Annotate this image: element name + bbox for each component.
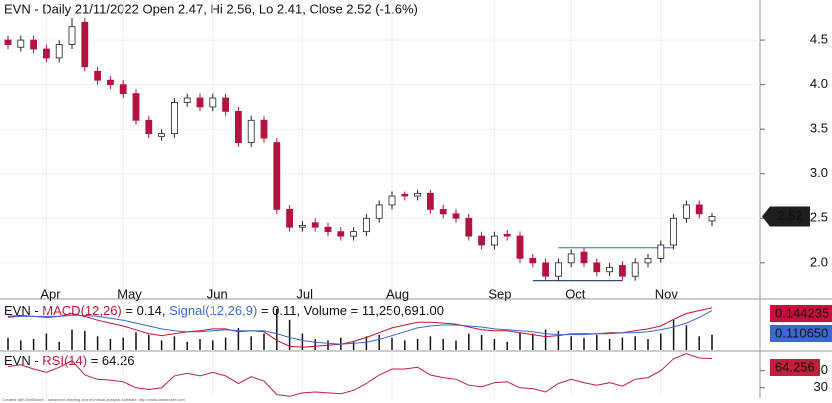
candle-body: [388, 195, 396, 206]
candle-body: [452, 213, 460, 219]
candle-body: [132, 93, 140, 121]
candle-body: [145, 119, 153, 135]
y-tick-label: 30: [814, 379, 828, 394]
y-tick-label: 2.0: [810, 254, 828, 269]
x-tick-label: Oct: [565, 286, 586, 301]
candle-body: [542, 262, 549, 277]
candle-body: [247, 119, 255, 143]
x-tick-label: Jun: [207, 286, 228, 301]
candle-body: [631, 262, 639, 277]
candle-body: [273, 142, 281, 210]
candle-body: [478, 235, 486, 246]
candle-body: [490, 235, 498, 246]
candle-body: [683, 204, 690, 219]
header-text: = 0.11, Volume = 11,250,691.00: [257, 303, 444, 318]
candle-body: [465, 217, 473, 237]
candle-body: [68, 26, 76, 45]
candle-body: [567, 253, 575, 264]
candle-body: [30, 39, 38, 50]
value-box-label: 64.256: [775, 359, 815, 374]
legend-entry: RSI(14): [42, 353, 87, 368]
candle-body: [657, 244, 665, 259]
candle-body: [17, 39, 25, 48]
candle-body: [606, 266, 613, 273]
candle-body: [222, 97, 230, 112]
rsi-line: [7, 353, 713, 397]
candle-body: [286, 208, 294, 228]
y-tick-label: 2.5: [810, 210, 828, 225]
x-tick-label: Apr: [40, 286, 61, 301]
indicator-line: [7, 310, 713, 345]
header-text: = 0.14,: [122, 303, 169, 318]
macd-header: EVN - MACD(12,26) = 0.14, Signal(12,26,9…: [4, 303, 444, 318]
candle-body: [324, 226, 332, 233]
candle-body: [298, 225, 306, 228]
candle-body: [375, 204, 383, 219]
y-tick-label: 3.0: [810, 165, 828, 180]
last-price-label: 2.52: [777, 208, 802, 223]
candle-body: [183, 97, 191, 103]
candle-body: [209, 97, 217, 108]
candle-body: [695, 204, 703, 215]
header-text: EVN -: [4, 303, 42, 318]
candle-body: [516, 235, 524, 259]
candle-body: [4, 39, 12, 45]
candle-body: [350, 231, 358, 237]
legend-entry: MACD(12,26): [42, 303, 121, 318]
candle-body: [708, 216, 716, 222]
header-text: EVN -: [4, 353, 42, 368]
value-box: [770, 325, 832, 342]
candle-body: [170, 102, 178, 135]
candle-body: [234, 110, 242, 143]
candle-body: [426, 192, 434, 210]
chart-title: EVN - Daily 21/11/2022 Open 2.47, Hi 2.5…: [4, 1, 418, 16]
candle-body: [81, 21, 89, 68]
y-tick-label: 4.5: [810, 32, 828, 47]
value-box: [770, 305, 832, 322]
candle-body: [580, 251, 588, 264]
x-tick-label: Aug: [386, 286, 409, 301]
candle-body: [94, 70, 101, 81]
candle-body: [644, 257, 652, 264]
x-tick-label: May: [117, 286, 142, 301]
x-tick-label: Jul: [296, 286, 313, 301]
candle-body: [196, 97, 204, 108]
candle-body: [158, 133, 166, 137]
value-box-label: 0.144235: [775, 305, 829, 320]
header-text: = 64.26: [87, 353, 134, 368]
candle-body: [439, 208, 447, 215]
candle-body: [401, 193, 409, 197]
candle-body: [414, 192, 422, 197]
candle-body: [43, 48, 50, 59]
candle-body: [337, 231, 345, 237]
x-tick-label: Sep: [488, 286, 511, 301]
candle-body: [119, 84, 127, 94]
candle-body: [529, 257, 537, 264]
y-tick-label: 3.5: [810, 121, 828, 136]
last-price-box: [762, 206, 810, 227]
candle-body: [311, 222, 319, 228]
candle-body: [362, 217, 370, 233]
x-tick-label: Nov: [655, 286, 679, 301]
candle-body: [260, 119, 268, 139]
candle-body: [555, 262, 562, 277]
candle-body: [670, 217, 677, 246]
candle-body: [503, 233, 511, 237]
value-box: [770, 359, 820, 376]
footer: Created with AmiBroker - advanced charti…: [2, 397, 185, 402]
candle-body: [107, 79, 114, 86]
candle-body: [619, 265, 626, 277]
candle-body: [593, 262, 601, 273]
candle-body: [55, 44, 63, 59]
y-tick-label: 4.0: [810, 76, 828, 91]
value-box-label: 0.110650: [775, 325, 828, 340]
